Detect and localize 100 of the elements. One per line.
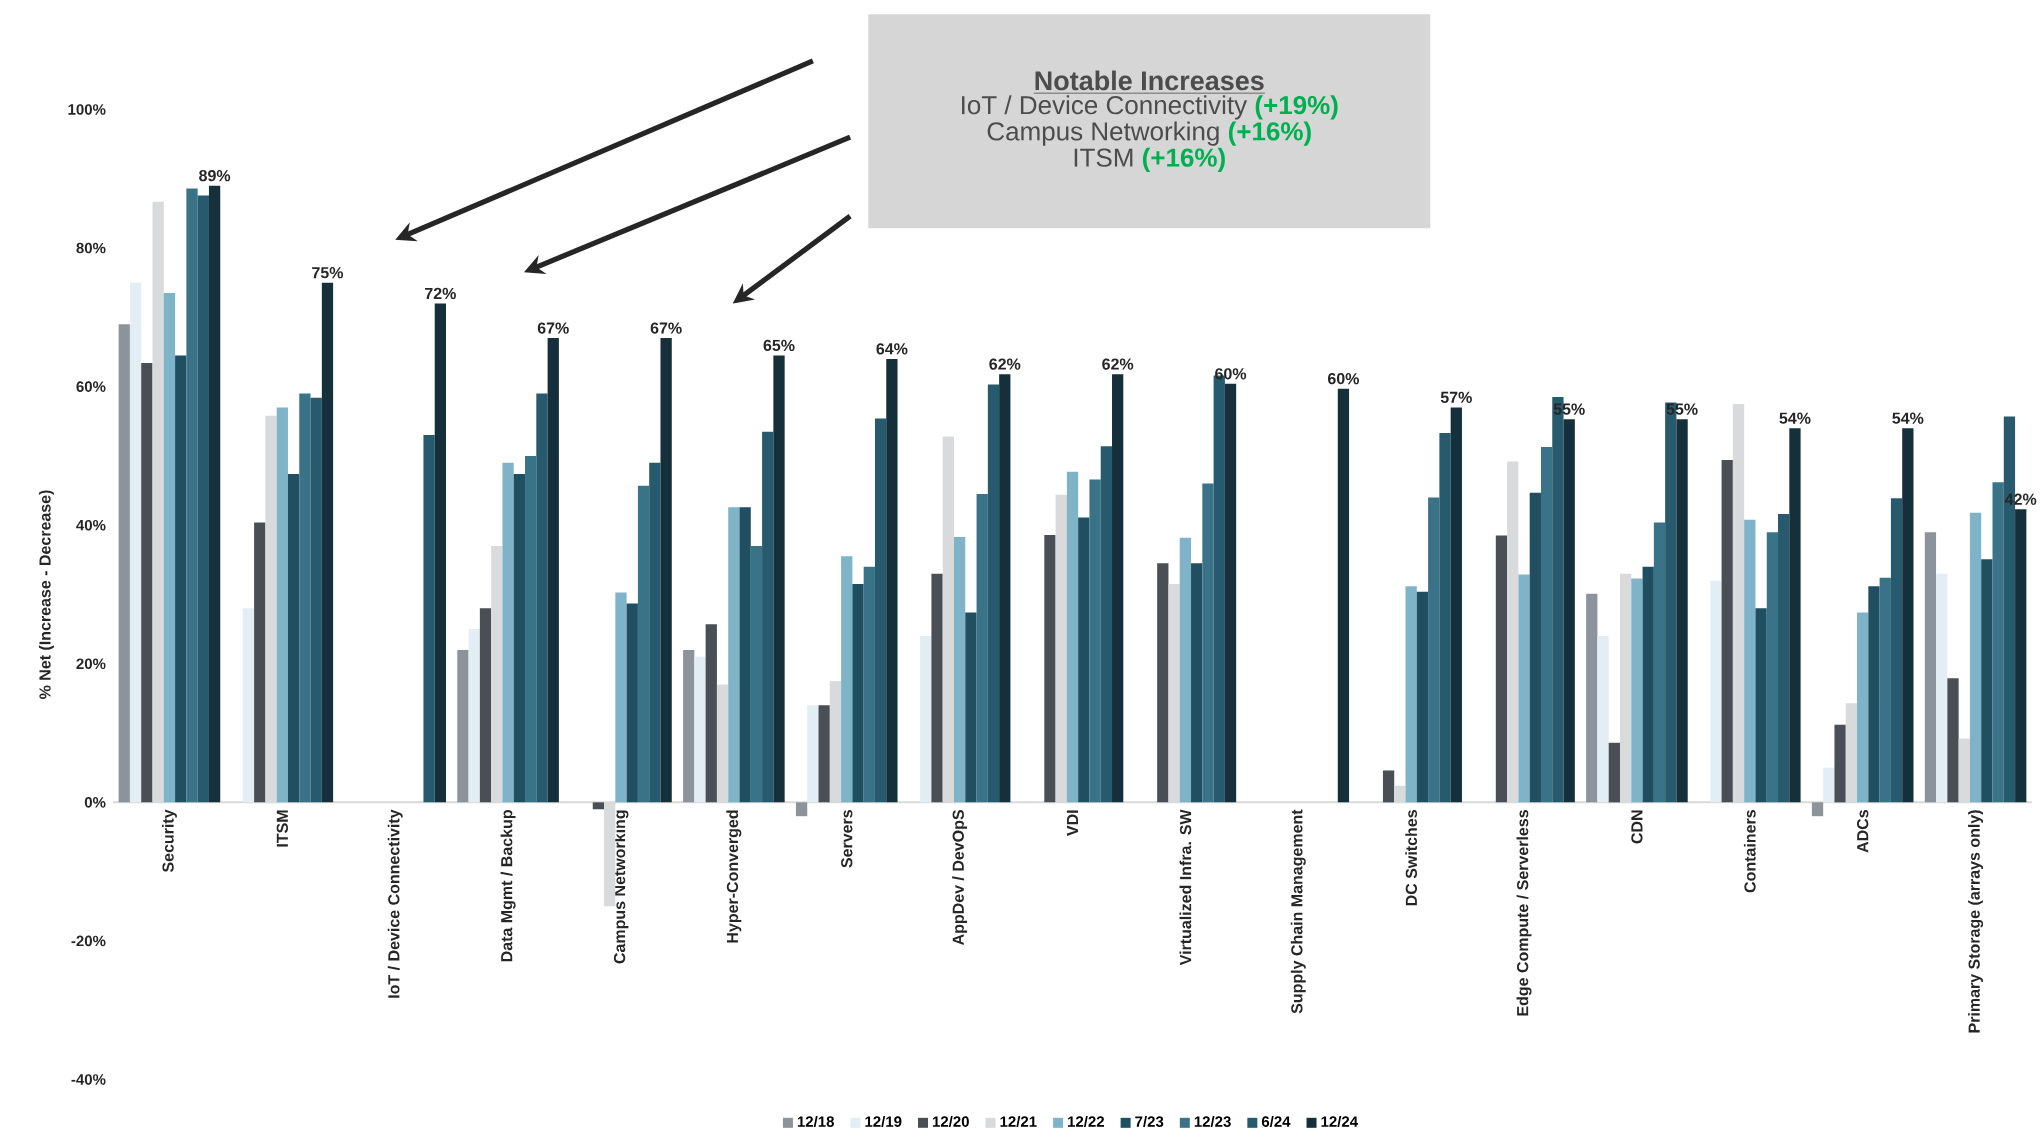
bar xyxy=(931,573,943,803)
bar xyxy=(1789,428,1801,803)
bar xyxy=(739,507,751,803)
data-label: 75% xyxy=(312,267,344,279)
data-label: 65% xyxy=(763,339,795,352)
bar xyxy=(129,282,142,803)
data-label: 60% xyxy=(1215,368,1247,380)
bar xyxy=(1642,566,1654,803)
y-tick-label: 100% xyxy=(68,104,106,115)
bar xyxy=(1947,678,1959,803)
bar xyxy=(254,522,266,803)
bar xyxy=(1202,483,1214,803)
bar xyxy=(750,545,763,803)
bar xyxy=(762,431,774,803)
bar xyxy=(874,418,887,803)
bar xyxy=(886,358,898,803)
bar xyxy=(513,473,526,803)
x-tick-label: Containers xyxy=(1743,810,1756,893)
bar xyxy=(457,649,469,803)
bar xyxy=(479,608,492,803)
bar xyxy=(1902,428,1914,803)
bar xyxy=(1416,591,1429,803)
y-tick-label: 0% xyxy=(84,797,106,808)
legend-label: 12/22 xyxy=(1068,1115,1105,1128)
bar xyxy=(1089,479,1101,803)
x-tick-label: Campus Networking xyxy=(613,810,629,964)
bar xyxy=(841,556,853,803)
bar xyxy=(118,324,130,803)
y-tick-label: -20% xyxy=(71,935,106,947)
bar xyxy=(163,293,176,803)
bar xyxy=(1563,419,1575,803)
bar xyxy=(1112,374,1124,803)
bar xyxy=(208,185,221,803)
bar xyxy=(141,363,153,803)
bar xyxy=(1044,534,1056,803)
bar xyxy=(1495,535,1508,803)
bar xyxy=(1518,574,1530,803)
legend-label: 12/19 xyxy=(865,1115,902,1128)
y-tick-label: 20% xyxy=(76,658,106,670)
bar xyxy=(1992,482,2004,803)
bar xyxy=(1936,573,1948,803)
data-label: 89% xyxy=(199,169,231,182)
bar xyxy=(1439,433,1451,803)
bar xyxy=(1608,742,1620,803)
x-tick-label: Servers xyxy=(841,810,853,868)
x-tick-label: Virtualized Infra. SW xyxy=(1179,809,1192,966)
x-tick-label: Primary Storage (arrays only) xyxy=(1968,810,1984,1033)
bar xyxy=(1834,724,1846,803)
bar xyxy=(807,705,819,803)
bar xyxy=(321,282,334,803)
bar xyxy=(965,612,977,803)
legend-label: 12/24 xyxy=(1321,1115,1358,1128)
bar xyxy=(1586,593,1598,803)
data-label: 62% xyxy=(1102,358,1134,370)
bar xyxy=(186,188,198,803)
y-tick-label: 40% xyxy=(76,519,106,531)
bar xyxy=(525,455,537,803)
bar xyxy=(615,592,627,803)
bar xyxy=(502,462,514,803)
bar xyxy=(1157,563,1169,803)
data-label: 64% xyxy=(876,343,908,355)
x-tick-label: VDI xyxy=(1067,810,1079,836)
bar xyxy=(1428,497,1440,803)
bar xyxy=(1066,471,1079,803)
bar xyxy=(1857,612,1869,803)
x-tick-label: Security xyxy=(161,809,177,873)
bar xyxy=(2015,509,2027,803)
annotation: IoT / Device Connectivity (+19%) xyxy=(962,95,1338,120)
bar xyxy=(863,566,875,803)
x-tick-label: Data Mgmt / Backup xyxy=(500,810,516,962)
bar xyxy=(299,393,311,803)
legend-label: 6/24 xyxy=(1261,1115,1291,1128)
x-tick-label: Hyper-Converged xyxy=(726,810,742,943)
bar xyxy=(999,374,1011,803)
bar xyxy=(626,603,638,803)
bar xyxy=(705,624,717,803)
bar xyxy=(1676,419,1688,803)
bar xyxy=(1450,407,1462,803)
bar xyxy=(773,355,785,803)
x-tick-label: IoT / Device Connectivity xyxy=(387,809,403,998)
data-label: 57% xyxy=(1440,391,1472,404)
bar xyxy=(818,705,830,803)
x-tick-label: Supply Chain Management xyxy=(1290,809,1306,1014)
data-label: 67% xyxy=(537,322,569,334)
annotation: Campus Networking (+16%) xyxy=(987,121,1311,146)
legend-label: 12/23 xyxy=(1194,1115,1231,1128)
x-tick-label: ITSM xyxy=(276,810,288,847)
bar xyxy=(1382,770,1395,803)
x-tick-label: DC Switches xyxy=(1405,810,1418,906)
bar xyxy=(1755,608,1767,803)
bar xyxy=(468,629,480,803)
bar xyxy=(953,536,966,803)
bar xyxy=(1540,446,1553,803)
legend-label: 12/20 xyxy=(932,1115,969,1128)
bar xyxy=(287,473,300,803)
bar xyxy=(1710,580,1722,803)
bar xyxy=(852,584,864,803)
bar xyxy=(920,636,932,803)
bar xyxy=(1597,636,1609,803)
x-tick-label: AppDev / DevOpS xyxy=(952,810,968,946)
